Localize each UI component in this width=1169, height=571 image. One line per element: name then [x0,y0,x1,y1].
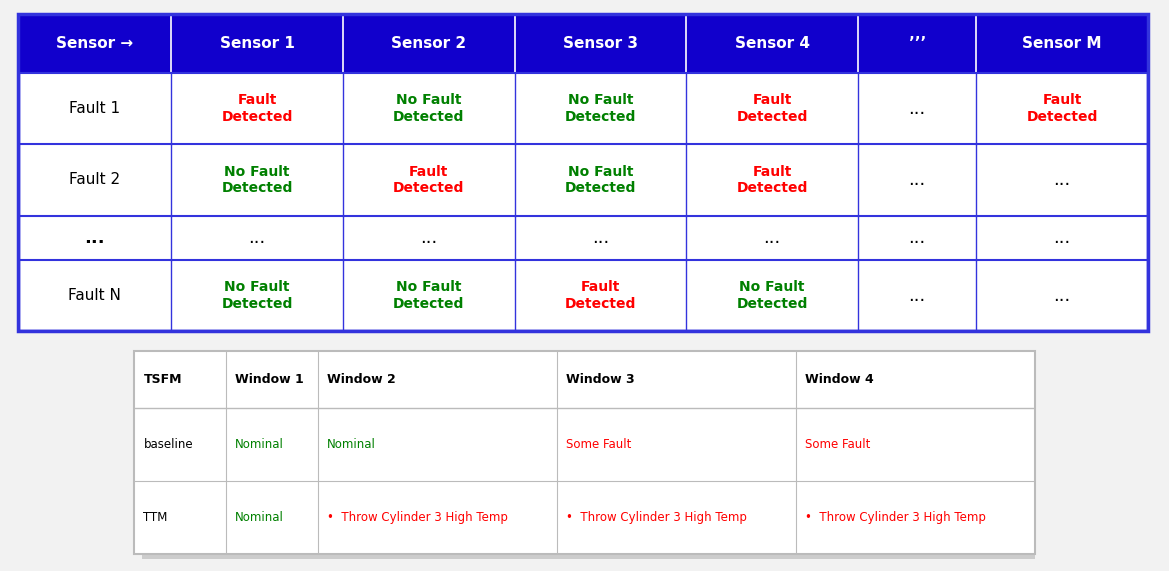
Text: Fault 2: Fault 2 [69,172,120,187]
Text: No Fault
Detected: No Fault Detected [222,165,293,195]
Text: Nominal: Nominal [235,511,284,524]
Text: ...: ... [908,287,926,304]
Text: ...: ... [908,229,926,247]
Text: •  Throw Cylinder 3 High Temp: • Throw Cylinder 3 High Temp [566,511,747,524]
Text: baseline: baseline [144,438,193,451]
Text: ...: ... [908,171,926,189]
Text: Sensor →: Sensor → [56,36,133,51]
Text: ...: ... [420,229,437,247]
Text: Nominal: Nominal [327,438,376,451]
Text: Fault 1: Fault 1 [69,101,120,116]
Text: ...: ... [763,229,781,247]
Text: TTM: TTM [144,511,168,524]
Text: •  Throw Cylinder 3 High Temp: • Throw Cylinder 3 High Temp [804,511,985,524]
Text: No Fault
Detected: No Fault Detected [222,280,293,311]
FancyBboxPatch shape [141,350,1035,559]
Text: Sensor 2: Sensor 2 [392,36,466,51]
FancyBboxPatch shape [18,14,1148,331]
Text: Sensor 1: Sensor 1 [220,36,295,51]
Text: TSFM: TSFM [144,373,182,386]
Text: ...: ... [84,229,105,247]
Text: Window 3: Window 3 [566,373,635,386]
Text: ...: ... [592,229,609,247]
Text: Fault
Detected: Fault Detected [393,165,464,195]
Text: Fault N: Fault N [68,288,120,303]
Text: Sensor 3: Sensor 3 [563,36,638,51]
Text: ...: ... [908,99,926,118]
Text: Window 1: Window 1 [235,373,304,386]
Text: Fault
Detected: Fault Detected [222,94,293,124]
Text: ...: ... [249,229,265,247]
Text: Nominal: Nominal [235,438,284,451]
Text: Fault
Detected: Fault Detected [1026,94,1098,124]
Text: ...: ... [1053,171,1071,189]
Text: Window 2: Window 2 [327,373,396,386]
Text: Some Fault: Some Fault [566,438,631,451]
Text: No Fault
Detected: No Fault Detected [736,280,808,311]
Text: •  Throw Cylinder 3 High Temp: • Throw Cylinder 3 High Temp [327,511,509,524]
Text: Sensor 4: Sensor 4 [734,36,810,51]
FancyBboxPatch shape [18,14,1148,73]
Text: No Fault
Detected: No Fault Detected [393,94,464,124]
Text: ...: ... [1053,229,1071,247]
Text: ’’’: ’’’ [908,36,926,51]
Text: Fault
Detected: Fault Detected [736,94,808,124]
Text: Some Fault: Some Fault [804,438,870,451]
Text: Fault
Detected: Fault Detected [565,280,636,311]
Text: No Fault
Detected: No Fault Detected [565,165,636,195]
Text: Fault
Detected: Fault Detected [736,165,808,195]
Text: No Fault
Detected: No Fault Detected [393,280,464,311]
Text: ...: ... [1053,287,1071,304]
Text: No Fault
Detected: No Fault Detected [565,94,636,124]
Text: Sensor M: Sensor M [1023,36,1102,51]
FancyBboxPatch shape [134,351,1035,554]
Text: Window 4: Window 4 [804,373,873,386]
